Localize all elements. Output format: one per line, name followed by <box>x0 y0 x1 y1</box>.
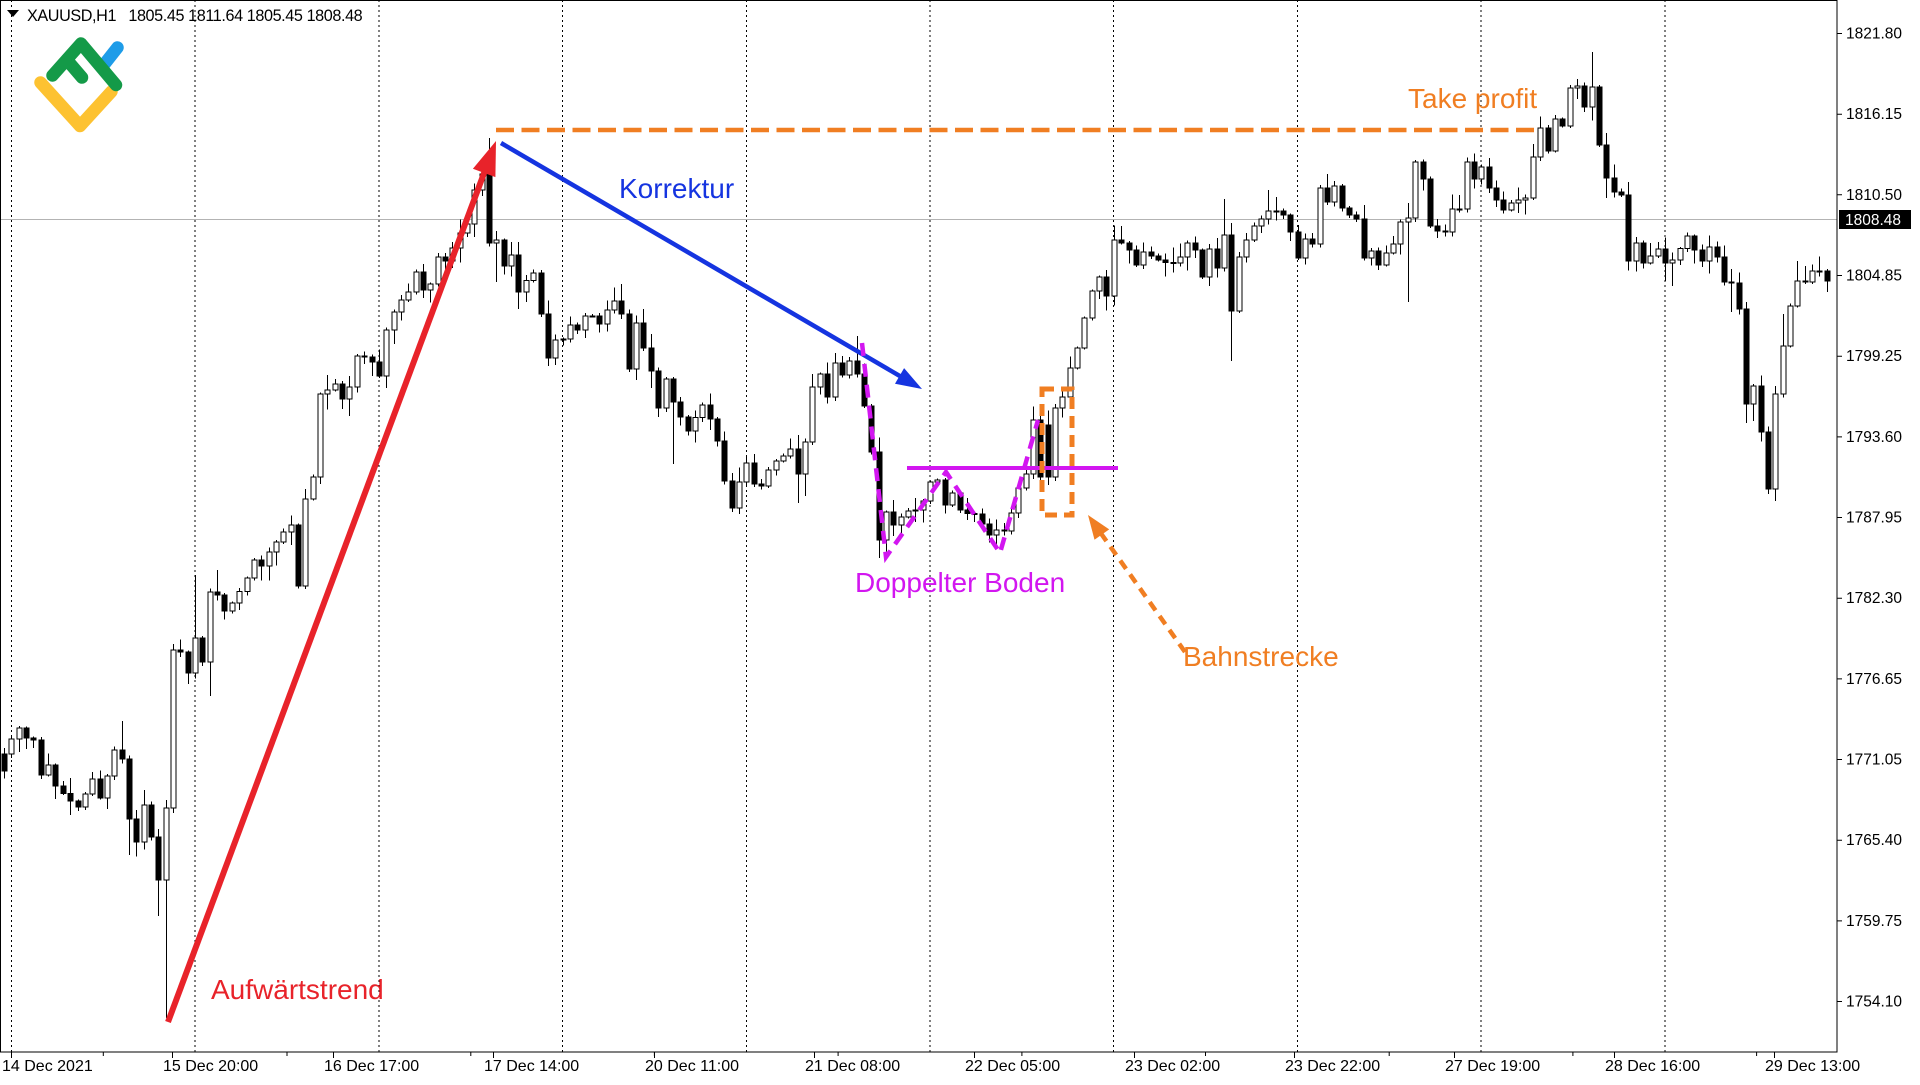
svg-text:1754.10: 1754.10 <box>1846 994 1902 1011</box>
svg-text:14 Dec 2021: 14 Dec 2021 <box>2 1058 93 1075</box>
svg-text:27 Dec 19:00: 27 Dec 19:00 <box>1445 1058 1540 1075</box>
svg-text:22 Dec 05:00: 22 Dec 05:00 <box>965 1058 1060 1075</box>
svg-text:17 Dec 14:00: 17 Dec 14:00 <box>484 1058 579 1075</box>
svg-text:1782.30: 1782.30 <box>1846 590 1902 607</box>
svg-text:1765.40: 1765.40 <box>1846 832 1902 849</box>
svg-text:Korrektur: Korrektur <box>619 173 734 204</box>
svg-text:Aufwärtstrend: Aufwärtstrend <box>211 974 384 1005</box>
svg-text:23 Dec 22:00: 23 Dec 22:00 <box>1285 1058 1380 1075</box>
svg-text:1759.75: 1759.75 <box>1846 913 1902 930</box>
svg-text:1821.80: 1821.80 <box>1846 26 1902 43</box>
svg-text:21 Dec 08:00: 21 Dec 08:00 <box>805 1058 900 1075</box>
svg-text:XAUUSD,H1 1805.45 1811.64 18: XAUUSD,H1 1805.45 1811.64 1805.45 1808.4… <box>27 7 363 25</box>
svg-text:1793.60: 1793.60 <box>1846 429 1902 446</box>
svg-text:1799.25: 1799.25 <box>1846 348 1902 365</box>
svg-text:1804.85: 1804.85 <box>1846 268 1902 285</box>
svg-text:1771.05: 1771.05 <box>1846 752 1902 769</box>
svg-text:1816.15: 1816.15 <box>1846 106 1902 123</box>
svg-text:15 Dec 20:00: 15 Dec 20:00 <box>163 1058 258 1075</box>
svg-text:16 Dec 17:00: 16 Dec 17:00 <box>324 1058 419 1075</box>
svg-text:29 Dec 13:00: 29 Dec 13:00 <box>1765 1058 1860 1075</box>
svg-text:Take profit: Take profit <box>1408 83 1537 114</box>
svg-text:20 Dec 11:00: 20 Dec 11:00 <box>645 1058 739 1075</box>
svg-text:1808.48: 1808.48 <box>1845 212 1901 229</box>
svg-text:28 Dec 16:00: 28 Dec 16:00 <box>1605 1058 1700 1075</box>
svg-text:Bahnstrecke: Bahnstrecke <box>1183 641 1339 672</box>
svg-text:1787.95: 1787.95 <box>1846 510 1902 527</box>
svg-text:Doppelter Boden: Doppelter Boden <box>855 567 1065 598</box>
svg-text:1810.50: 1810.50 <box>1846 187 1902 204</box>
svg-text:23 Dec 02:00: 23 Dec 02:00 <box>1125 1058 1220 1075</box>
svg-text:1776.65: 1776.65 <box>1846 671 1902 688</box>
